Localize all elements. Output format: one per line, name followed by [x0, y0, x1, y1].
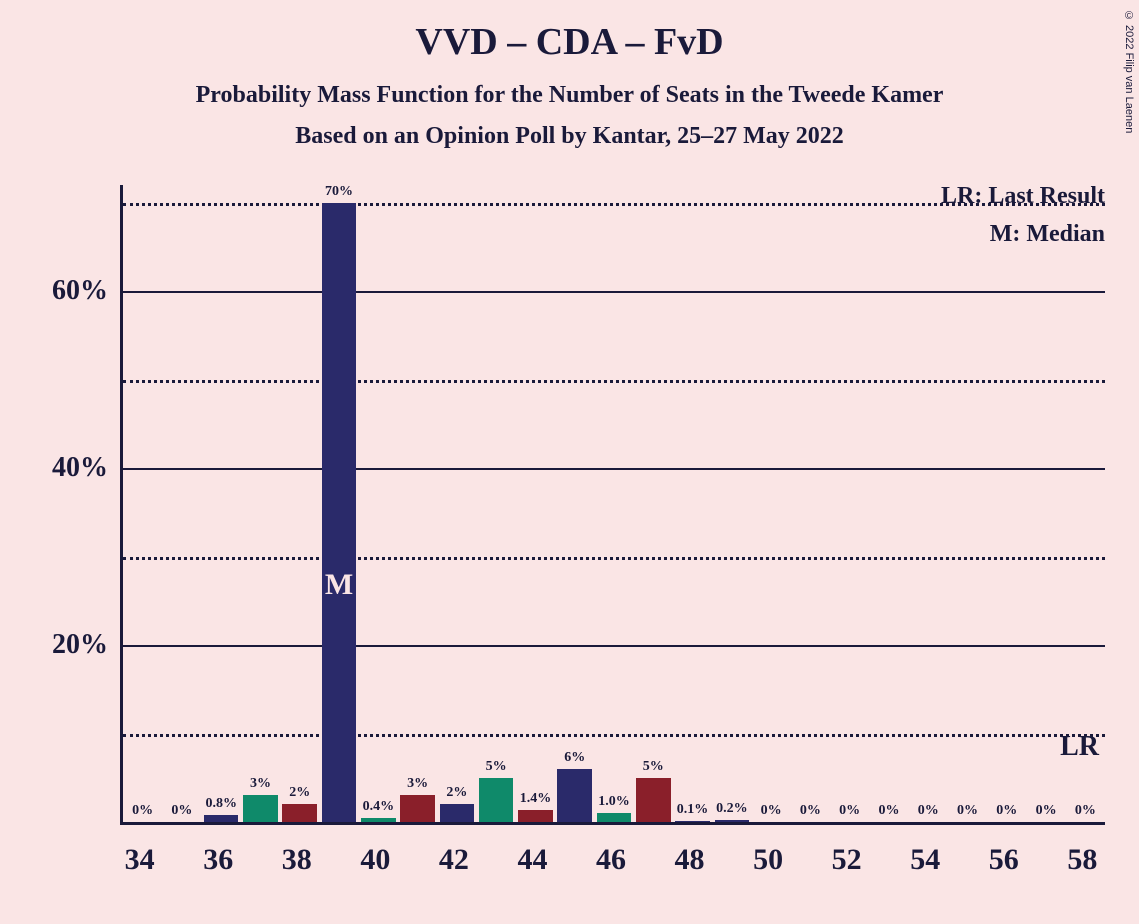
x-tick-label: 56 [989, 843, 1019, 877]
bar-value-label: 0% [918, 803, 939, 819]
bar: 0.2% [715, 820, 750, 822]
bar-value-label: 0% [761, 803, 782, 819]
x-tick-label: 34 [125, 843, 155, 877]
lr-marker: LR [1060, 731, 1099, 763]
bar-value-label: 0% [1075, 803, 1096, 819]
bar: 5% [636, 778, 671, 822]
x-tick-label: 48 [675, 843, 705, 877]
bar: 2% [282, 804, 317, 822]
bar: 3% [243, 795, 278, 822]
x-tick-label: 46 [596, 843, 626, 877]
bar-value-label: 0% [800, 803, 821, 819]
bar-value-label: 0% [132, 803, 153, 819]
x-tick-label: 54 [910, 843, 940, 877]
y-tick-label: 60% [52, 275, 108, 307]
chart-title: VVD – CDA – FvD [0, 0, 1139, 64]
bar-value-label: 0.1% [677, 802, 709, 818]
bar-value-label: 0% [878, 803, 899, 819]
bar: 3% [400, 795, 435, 822]
bar-value-label: 3% [407, 776, 428, 792]
bar: 1.4% [518, 810, 553, 822]
x-tick-label: 52 [832, 843, 862, 877]
chart-subtitle-1: Probability Mass Function for the Number… [0, 82, 1139, 109]
bar-value-label: 5% [486, 759, 507, 775]
bar-value-label: 0% [839, 803, 860, 819]
bar: 0.4% [361, 818, 396, 822]
bar: 2% [440, 804, 475, 822]
bar-value-label: 0% [171, 803, 192, 819]
bar-value-label: 70% [325, 184, 353, 200]
chart-area: LR: Last Result M: Median 20%40%60% 0%0%… [120, 185, 1105, 825]
bars-container: 0%0%0.8%3%2%70%M0.4%3%2%5%1.4%6%1.0%5%0.… [123, 185, 1105, 822]
y-tick-label: 40% [52, 452, 108, 484]
bar-value-label: 3% [250, 776, 271, 792]
x-axis-line [120, 822, 1105, 825]
y-tick-label: 20% [52, 629, 108, 661]
bar: 70%M [322, 203, 357, 822]
bar: 5% [479, 778, 514, 822]
bar-value-label: 2% [446, 785, 467, 801]
x-tick-label: 50 [753, 843, 783, 877]
bar-value-label: 6% [564, 750, 585, 766]
bar-value-label: 5% [643, 759, 664, 775]
bar-value-label: 2% [289, 785, 310, 801]
bar-value-label: 1.4% [520, 791, 552, 807]
bar-value-label: 0% [957, 803, 978, 819]
bar: 1.0% [597, 813, 632, 822]
bar-value-label: 0.8% [205, 796, 237, 812]
copyright-text: © 2022 Filip van Laenen [1123, 10, 1135, 133]
median-marker: M [325, 568, 353, 602]
bar-value-label: 0% [996, 803, 1017, 819]
x-tick-label: 36 [203, 843, 233, 877]
bar: 6% [557, 769, 592, 822]
x-tick-label: 42 [439, 843, 469, 877]
x-tick-label: 58 [1067, 843, 1097, 877]
bar: 0.8% [204, 815, 239, 822]
bar: 0.1% [675, 821, 710, 822]
bar-value-label: 1.0% [598, 794, 630, 810]
bar-value-label: 0.4% [363, 799, 395, 815]
x-tick-label: 38 [282, 843, 312, 877]
bar-value-label: 0% [1036, 803, 1057, 819]
x-tick-label: 40 [360, 843, 390, 877]
chart-subtitle-2: Based on an Opinion Poll by Kantar, 25–2… [0, 123, 1139, 150]
x-axis-labels: 34 36 38 40 42 44 46 48 50 52 54 56 58 [120, 843, 1105, 883]
bar-value-label: 0.2% [716, 801, 748, 817]
x-tick-label: 44 [517, 843, 547, 877]
